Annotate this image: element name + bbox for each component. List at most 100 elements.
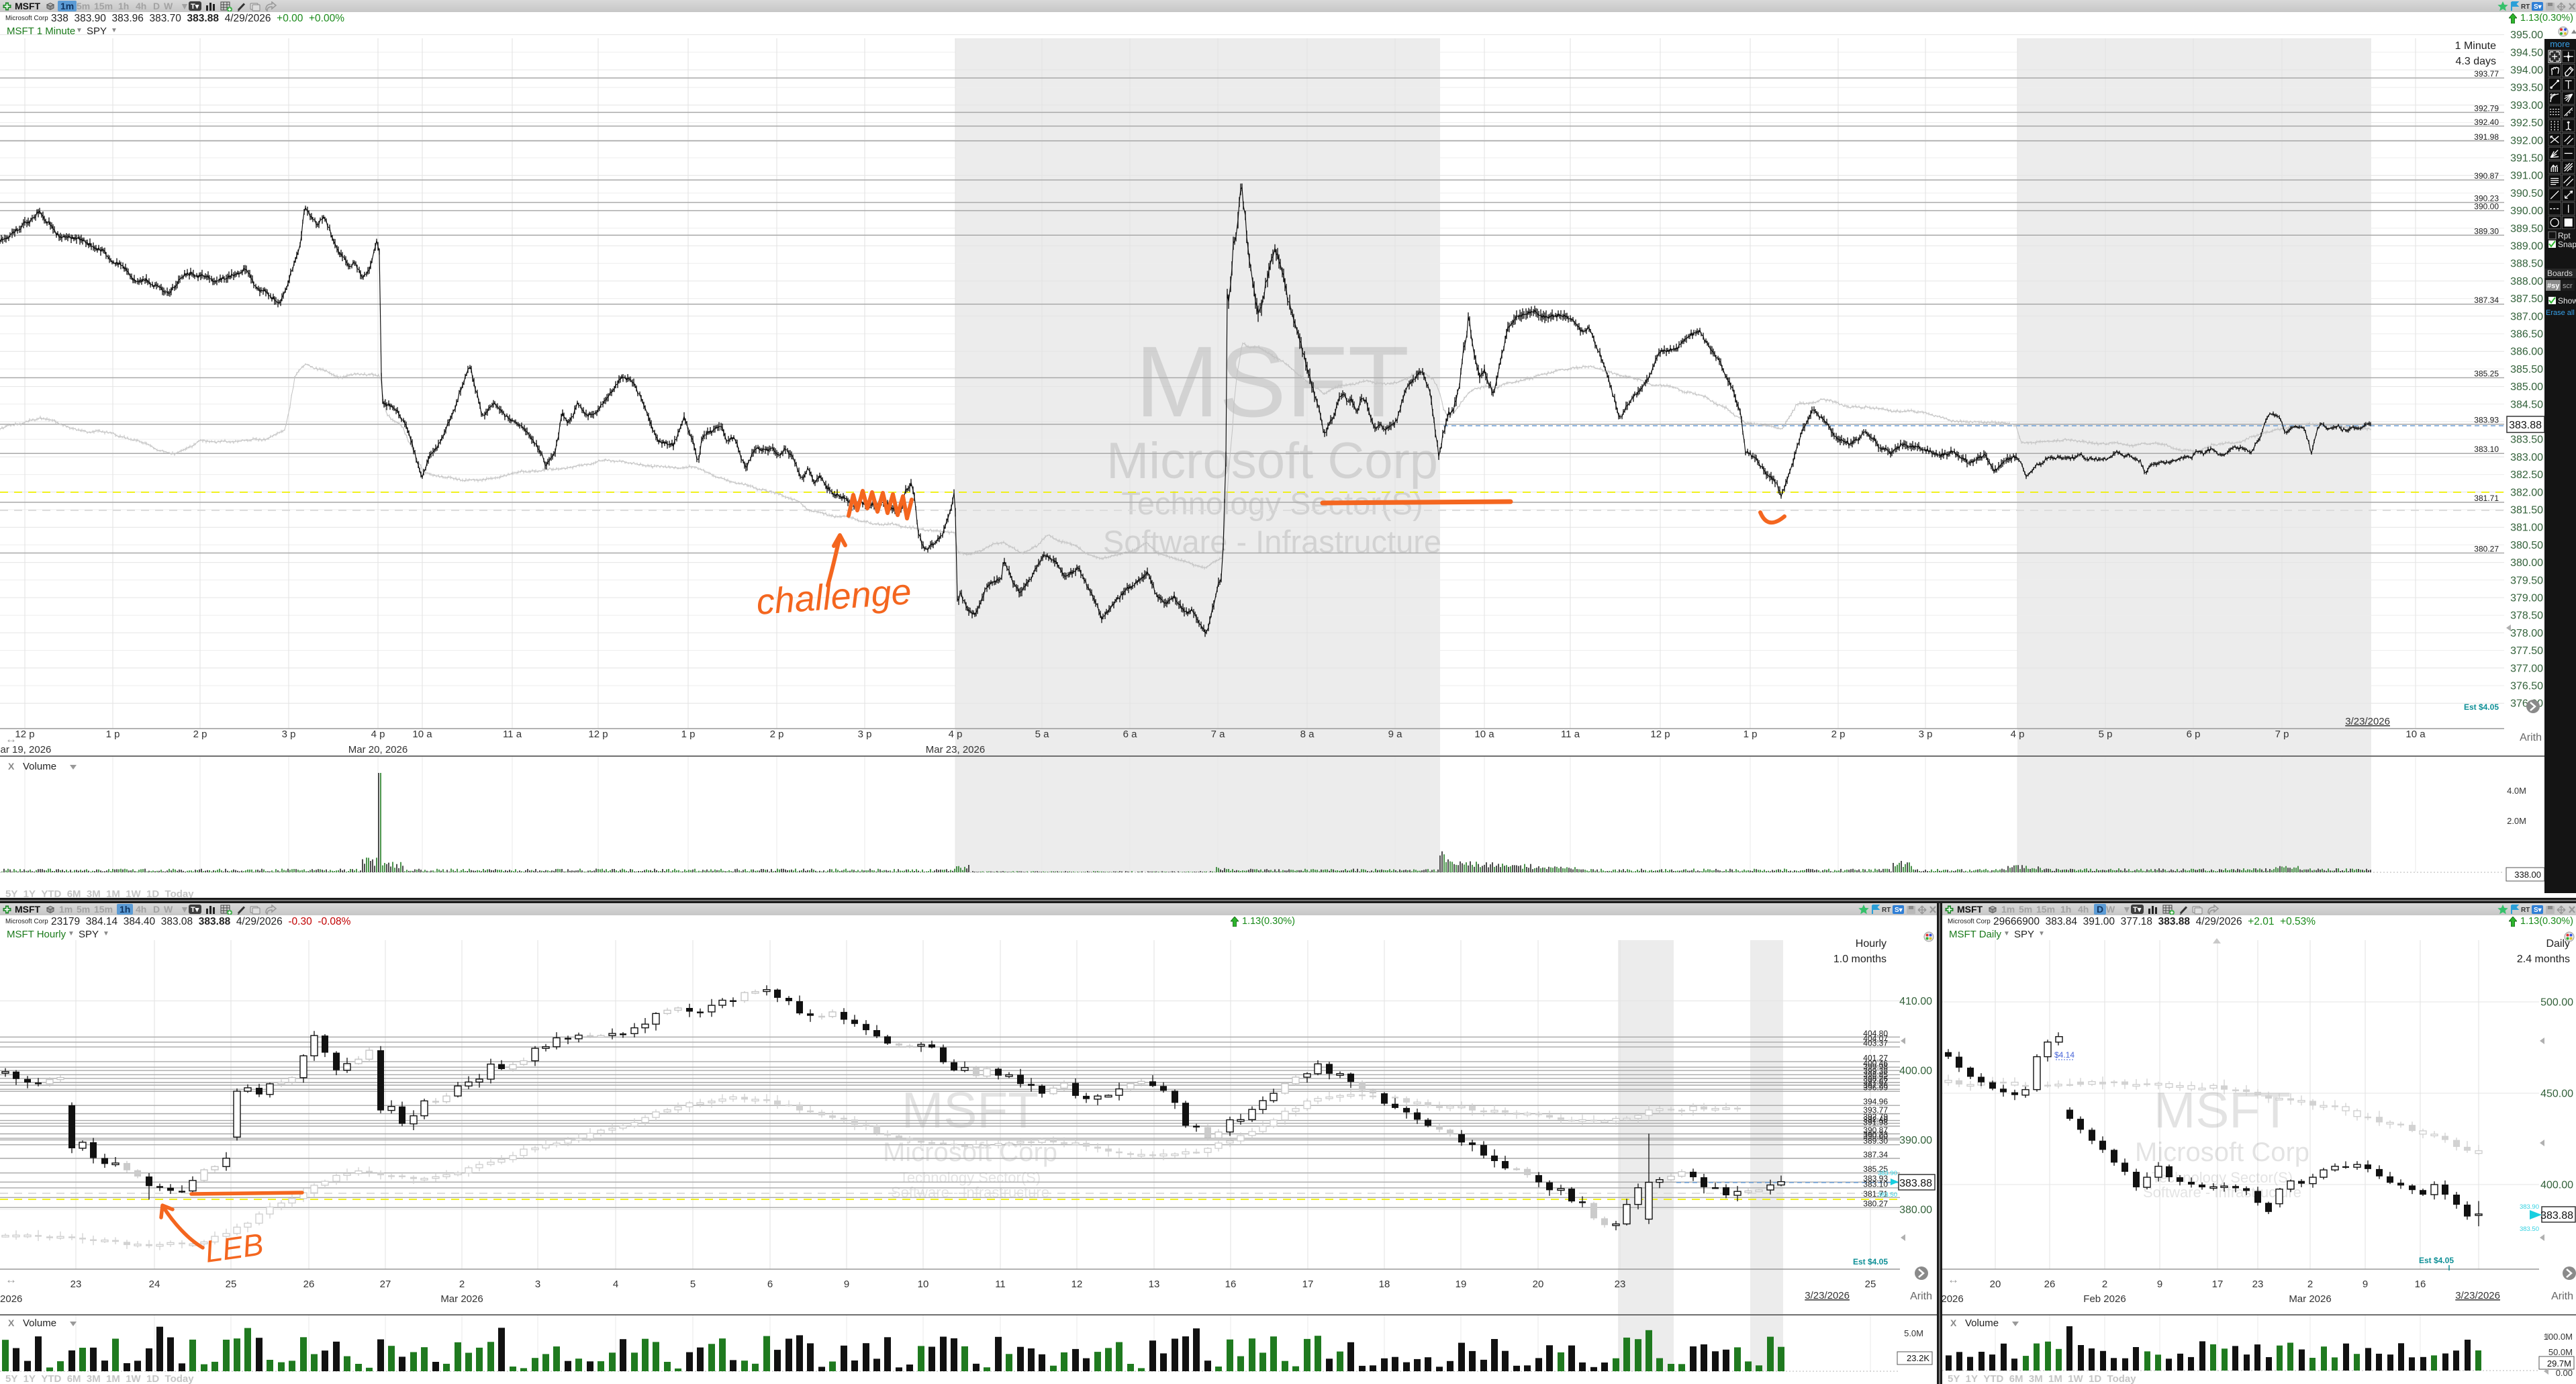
svg-text:12 p: 12 p	[15, 729, 34, 740]
svg-text:Est $4.05: Est $4.05	[2419, 1256, 2454, 1265]
svg-text:385.25: 385.25	[2474, 369, 2499, 379]
svg-text:403.37: 403.37	[1863, 1039, 1888, 1048]
svg-text:6: 6	[767, 1279, 773, 1290]
svg-text:18: 18	[1379, 1279, 1390, 1290]
svg-text:398.85: 398.85	[1863, 1070, 1888, 1079]
svg-text:24: 24	[149, 1279, 160, 1290]
svg-text:Show: Show	[2558, 296, 2576, 306]
svg-text:379.50: 379.50	[2510, 575, 2543, 586]
svg-text:26: 26	[303, 1279, 315, 1290]
svg-text:399.38: 399.38	[1863, 1066, 1888, 1076]
svg-text:10 a: 10 a	[1474, 729, 1494, 740]
svg-text:13: 13	[1149, 1279, 1160, 1290]
svg-text:390.50: 390.50	[2510, 188, 2543, 199]
svg-text:383.10: 383.10	[2474, 445, 2499, 454]
svg-text:2: 2	[2307, 1279, 2313, 1290]
svg-text:9: 9	[844, 1279, 849, 1290]
svg-text:391.98: 391.98	[2474, 132, 2499, 142]
svg-text:383.50: 383.50	[2510, 434, 2543, 446]
svg-text:450.00: 450.00	[2540, 1089, 2573, 1100]
svg-text:382.00: 382.00	[2510, 487, 2543, 498]
svg-text:400.00: 400.00	[2540, 1180, 2573, 1191]
svg-text:380.00: 380.00	[2510, 557, 2543, 569]
svg-text:390.23: 390.23	[1863, 1130, 1888, 1140]
svg-text:↔: ↔	[5, 1273, 17, 1286]
svg-text:385.25: 385.25	[1863, 1164, 1888, 1174]
svg-text:9 a: 9 a	[1388, 729, 1403, 740]
svg-text:5 p: 5 p	[2099, 729, 2113, 740]
svg-text:393.00: 393.00	[2510, 100, 2543, 111]
svg-text:395.00: 395.00	[2510, 30, 2543, 41]
svg-text:383.50: 383.50	[1878, 1191, 1897, 1199]
svg-text:383.50: 383.50	[2520, 1226, 2539, 1233]
svg-text:Jan 2026: Jan 2026	[1942, 1293, 1964, 1305]
svg-text:MSFT: MSFT	[1957, 905, 1983, 915]
svg-text:381.71: 381.71	[2474, 494, 2499, 503]
svg-text:389.30: 389.30	[1863, 1136, 1888, 1146]
svg-text:4 p: 4 p	[949, 729, 963, 740]
svg-text:T▾: T▾	[191, 906, 199, 914]
svg-text:380.27: 380.27	[1863, 1199, 1888, 1209]
svg-text:387.50: 387.50	[2510, 293, 2543, 305]
svg-text:LEB: LEB	[203, 1226, 265, 1269]
svg-text:7 a: 7 a	[1211, 729, 1226, 740]
svg-text:386.50: 386.50	[2510, 329, 2543, 340]
svg-text:11 a: 11 a	[1561, 729, 1580, 740]
svg-text:10 a: 10 a	[2405, 729, 2426, 740]
svg-text:399.98: 399.98	[1863, 1062, 1888, 1072]
svg-text:3 p: 3 p	[858, 729, 872, 740]
svg-text:3 p: 3 p	[1919, 729, 1933, 740]
svg-text:5Y 1Y YTD 6M 3M 1M 1W 1: 5Y 1Y YTD 6M 3M 1M 1W 1D Today	[5, 1373, 194, 1384]
svg-text:23.2K: 23.2K	[1907, 1353, 1929, 1363]
svg-text:2 p: 2 p	[193, 729, 207, 740]
svg-text:10: 10	[918, 1279, 929, 1290]
svg-text:23: 23	[2252, 1279, 2264, 1290]
svg-text:380.27: 380.27	[2474, 545, 2499, 554]
svg-text:Volume: Volume	[23, 761, 56, 772]
svg-text:392.79: 392.79	[1863, 1112, 1888, 1121]
svg-text:Est $4.05: Est $4.05	[1853, 1257, 1888, 1266]
svg-text:396.99: 396.99	[1863, 1083, 1888, 1093]
svg-text:338.00: 338.00	[2514, 870, 2541, 880]
svg-text:383.88: 383.88	[2540, 1210, 2573, 1221]
svg-text:23: 23	[1615, 1279, 1626, 1290]
svg-text:11: 11	[995, 1279, 1006, 1290]
svg-text:Mar 2026: Mar 2026	[2289, 1293, 2331, 1305]
svg-text:404.80: 404.80	[1863, 1029, 1888, 1038]
svg-text:3/23/2026: 3/23/2026	[2455, 1290, 2500, 1301]
svg-text:381.50: 381.50	[2510, 505, 2543, 516]
svg-text:9: 9	[2157, 1279, 2162, 1290]
svg-text:50.0M: 50.0M	[2548, 1347, 2573, 1357]
svg-text:4: 4	[613, 1279, 618, 1290]
svg-text:20: 20	[1533, 1279, 1544, 1290]
svg-text:3/23/2026: 3/23/2026	[2345, 716, 2390, 727]
svg-text:Daily: Daily	[2546, 938, 2570, 950]
svg-text:404.07: 404.07	[1863, 1033, 1888, 1043]
svg-text:Arith: Arith	[2520, 732, 2542, 743]
svg-text:2 p: 2 p	[1831, 729, 1846, 740]
svg-text:393.50: 393.50	[2510, 83, 2543, 94]
svg-text:410.00: 410.00	[1899, 996, 1932, 1007]
svg-text:392.40: 392.40	[2474, 118, 2499, 127]
svg-text:5.0M: 5.0M	[1904, 1328, 1923, 1338]
svg-text:397.28: 397.28	[1863, 1081, 1888, 1091]
svg-text:19: 19	[1456, 1279, 1467, 1290]
svg-text:17: 17	[1302, 1279, 1314, 1290]
svg-text:391.00: 391.00	[2510, 171, 2543, 182]
svg-text:MSFT: MSFT	[2154, 1082, 2291, 1138]
svg-text:S▾: S▾	[1895, 907, 1903, 914]
svg-text:388.00: 388.00	[2510, 276, 2543, 287]
svg-text:25: 25	[226, 1279, 237, 1290]
svg-text:4.3 days: 4.3 days	[2456, 56, 2496, 67]
svg-text:383.90: 383.90	[2520, 1203, 2539, 1211]
svg-text:390.00: 390.00	[1899, 1135, 1932, 1146]
svg-text:400.46: 400.46	[1863, 1059, 1888, 1068]
svg-text:393.77: 393.77	[2474, 69, 2499, 79]
svg-text:26: 26	[2044, 1279, 2056, 1290]
svg-text:6 a: 6 a	[1123, 729, 1138, 740]
svg-text:400.00: 400.00	[1899, 1066, 1932, 1077]
svg-text:11 a: 11 a	[503, 729, 522, 740]
svg-text:2: 2	[2102, 1279, 2107, 1290]
svg-text:Mar 2026: Mar 2026	[440, 1293, 483, 1305]
svg-text:X: X	[1950, 1318, 1957, 1328]
